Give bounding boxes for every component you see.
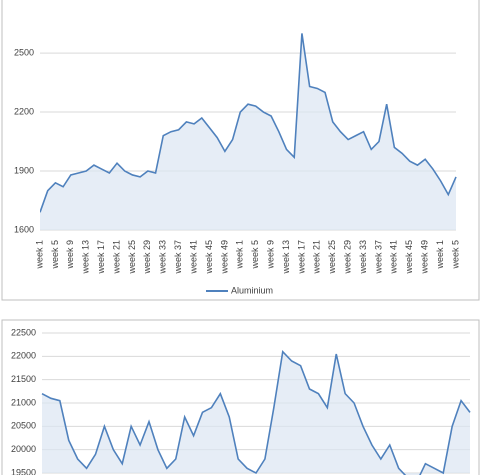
line [41,349,471,475]
x-tick-label: week 1 [435,240,445,270]
area [40,33,456,230]
x-tick-label: week 1 [235,240,245,270]
x-tick-label: week 49 [420,240,430,275]
x-tick-label: week 41 [188,240,198,275]
x-tick-label: week 29 [343,240,353,275]
y-tick-label: 22000 [11,351,36,361]
y-tick-label: 2500 [14,47,34,57]
x-tick-label: week 49 [219,240,229,275]
y-tick-label: 1600 [14,224,34,234]
y-tick-label: 2200 [14,106,34,116]
area [42,351,470,475]
line [40,33,457,213]
x-tick-label: week 25 [127,240,137,275]
x-tick-label: week 17 [96,240,106,275]
y-tick-label: 22500 [11,327,36,337]
x-tick-label: week 13 [281,240,291,275]
x-tick-label: week 21 [312,240,322,275]
plot [40,33,457,230]
x-tick-label: week 5 [250,240,260,270]
chart-frame [1,0,480,301]
x-tick-label: week 41 [389,240,399,275]
x-tick-label: week 13 [81,240,91,275]
x-tick-label: week 33 [358,240,368,275]
chart-frame [1,319,480,475]
x-tick-label: week 37 [173,240,183,275]
x-tick-label: week 5 [50,240,60,270]
x-tick-label: week 37 [373,240,383,275]
y-tick-label: 1900 [14,165,34,175]
x-tick-label: week 1 [34,240,44,270]
x-tick-label: week 9 [65,240,75,270]
x-tick-label: week 29 [142,240,152,275]
legend-label: Aluminium [231,285,273,295]
x-tick-label: week 17 [296,240,306,275]
y-tick-label: 21500 [11,374,36,384]
y-tick-label: 19500 [11,467,36,475]
x-tick-label: week 5 [450,240,460,270]
plot [41,349,471,475]
x-tick-label: week 45 [404,240,414,275]
x-tick-label: week 33 [158,240,168,275]
y-tick-label: 20500 [11,421,36,431]
x-tick-label: week 9 [265,240,275,270]
x-tick-label: week 45 [204,240,214,275]
x-tick-label: week 25 [327,240,337,275]
y-tick-label: 21000 [11,397,36,407]
y-tick-label: 20000 [11,444,36,454]
x-tick-label: week 21 [111,240,121,275]
